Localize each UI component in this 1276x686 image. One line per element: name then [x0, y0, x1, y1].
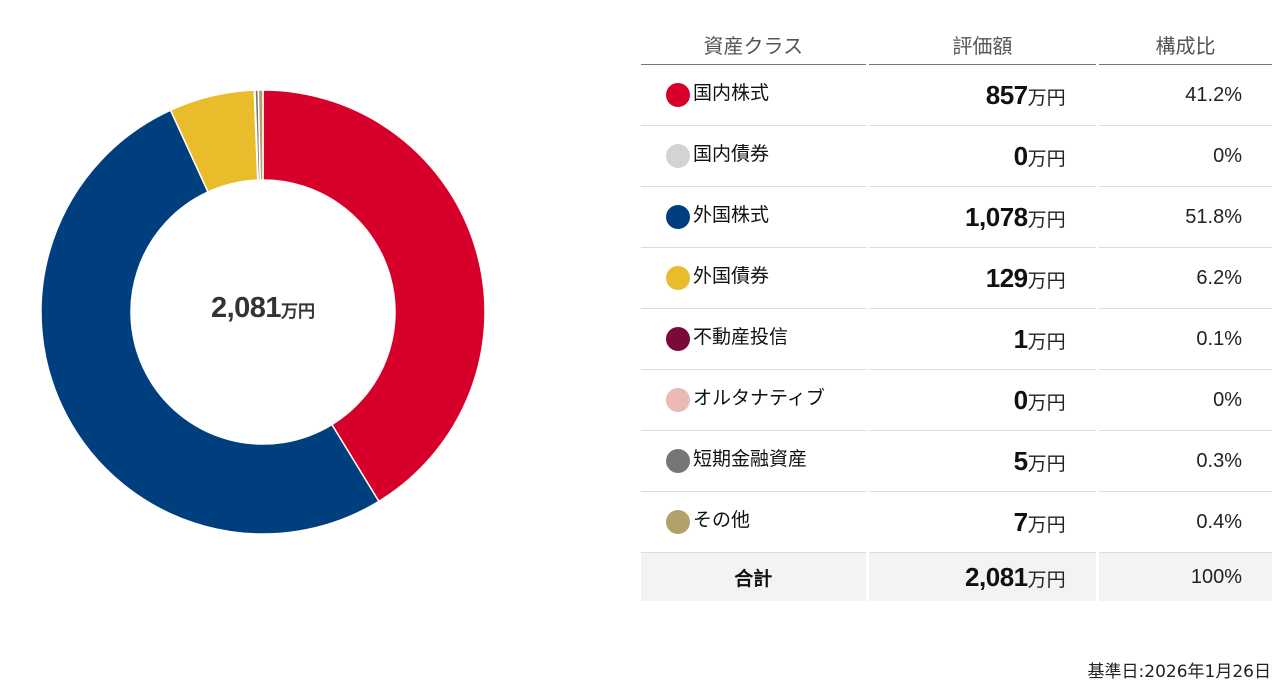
table-row: 外国債券 129万円 6.2%	[641, 248, 1272, 309]
ratio-value: 0.3%	[1196, 449, 1242, 472]
donut-segment	[262, 89, 486, 503]
valuation-value: 857	[985, 79, 1028, 110]
asset-class-label: 短期金融資産	[693, 447, 808, 470]
valuation-value: 1,078	[965, 201, 1028, 232]
total-unit: 万円	[1027, 568, 1066, 591]
table-row: 不動産投信 1万円 0.1%	[641, 309, 1272, 370]
valuation-value: 0	[1013, 140, 1028, 171]
ratio-value: 0.1%	[1196, 327, 1242, 350]
table-row: 短期金融資産 5万円 0.3%	[641, 431, 1272, 492]
center-total-unit: 万円	[281, 302, 316, 322]
total-label: 合計	[734, 567, 773, 590]
valuation-unit: 万円	[1027, 269, 1066, 292]
donut-segment	[257, 89, 264, 181]
asset-class-label: 外国債券	[693, 264, 770, 287]
valuation-unit: 万円	[1027, 208, 1066, 231]
ratio-value: 0%	[1213, 388, 1242, 411]
legend-dot-icon	[666, 83, 690, 107]
header-ratio: 構成比	[1099, 26, 1272, 65]
valuation-value: 129	[985, 262, 1028, 293]
legend-dot-icon	[666, 449, 690, 473]
total-ratio: 100%	[1190, 565, 1242, 588]
table-total-row: 合計 2,081万円 100%	[641, 553, 1272, 601]
asset-allocation-table: 資産クラス 評価額 構成比 国内株式 857万円 41.2% 国内債券 0万円 …	[641, 26, 1272, 601]
ratio-value: 51.8%	[1185, 205, 1242, 228]
valuation-value: 7	[1013, 506, 1028, 537]
ratio-value: 41.2%	[1185, 83, 1242, 106]
total-value: 2,081	[965, 561, 1028, 592]
asset-allocation-donut-chart	[40, 89, 486, 535]
ratio-value: 6.2%	[1196, 266, 1242, 289]
legend-dot-icon	[666, 144, 690, 168]
valuation-unit: 万円	[1027, 513, 1066, 536]
asset-class-label: 国内債券	[693, 142, 770, 165]
asset-class-label: 不動産投信	[693, 325, 789, 348]
header-valuation: 評価額	[869, 26, 1096, 65]
asset-class-label: 外国株式	[693, 203, 770, 226]
valuation-value: 0	[1013, 384, 1028, 415]
valuation-value: 1	[1013, 323, 1028, 354]
base-date: 基準日:2026年1月26日	[1087, 662, 1271, 682]
table-row: 外国株式 1,078万円 51.8%	[641, 187, 1272, 248]
valuation-unit: 万円	[1027, 86, 1066, 109]
table-row: その他 7万円 0.4%	[641, 492, 1272, 553]
valuation-unit: 万円	[1027, 147, 1066, 170]
valuation-unit: 万円	[1027, 391, 1066, 414]
table-header-row: 資産クラス 評価額 構成比	[641, 26, 1272, 65]
legend-dot-icon	[666, 327, 690, 351]
table-row: オルタナティブ 0万円 0%	[641, 370, 1272, 431]
valuation-unit: 万円	[1027, 330, 1066, 353]
center-total-value: 2,081	[210, 292, 282, 324]
asset-class-label: その他	[693, 508, 751, 531]
ratio-value: 0%	[1213, 144, 1242, 167]
legend-dot-icon	[666, 266, 690, 290]
table-row: 国内株式 857万円 41.2%	[641, 65, 1272, 126]
valuation-unit: 万円	[1027, 452, 1066, 475]
ratio-value: 0.4%	[1196, 510, 1242, 533]
asset-class-label: 国内株式	[693, 81, 770, 104]
donut-center-total: 2,081万円	[133, 292, 393, 325]
legend-dot-icon	[666, 388, 690, 412]
donut-segment	[40, 109, 380, 535]
donut-chart-area: 2,081万円	[0, 0, 620, 686]
header-asset-class: 資産クラス	[641, 26, 866, 65]
legend-dot-icon	[666, 205, 690, 229]
table-row: 国内債券 0万円 0%	[641, 126, 1272, 187]
asset-class-label: オルタナティブ	[693, 386, 825, 409]
valuation-value: 5	[1013, 445, 1028, 476]
legend-dot-icon	[666, 510, 690, 534]
